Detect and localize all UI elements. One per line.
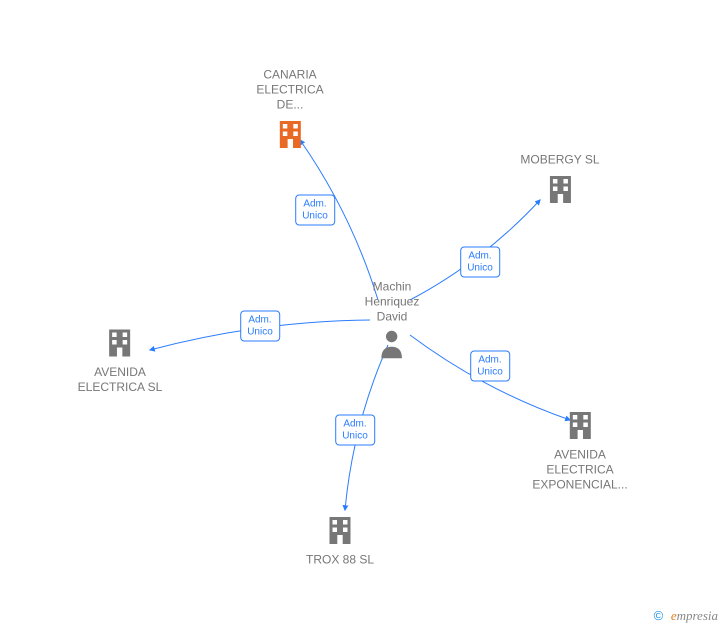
company-node-avenida: AVENIDA ELECTRICA SL	[78, 325, 163, 395]
company-label: CANARIA ELECTRICA DE...	[256, 68, 323, 113]
copyright-symbol: ©	[654, 608, 664, 623]
company-node-canaria: CANARIA ELECTRICA DE...	[256, 68, 323, 153]
brand-name: mpresia	[677, 608, 718, 623]
building-icon	[256, 117, 323, 153]
company-label: AVENIDA ELECTRICA SL	[78, 365, 163, 395]
building-icon	[532, 408, 627, 444]
diagram-canvas: Machin Henriquez David CANARIA ELECTRICA…	[0, 0, 728, 630]
company-label: MOBERGY SL	[520, 153, 599, 168]
footer-credit: © empresia	[654, 608, 718, 624]
edge-label-mobergy: Adm. Unico	[460, 247, 500, 278]
company-label: AVENIDA ELECTRICA EXPONENCIAL...	[532, 448, 627, 493]
edge-label-canaria: Adm. Unico	[295, 195, 335, 226]
edge-label-avenida: Adm. Unico	[240, 311, 280, 342]
person-node: Machin Henriquez David	[365, 280, 420, 361]
building-icon	[306, 513, 374, 549]
person-label: Machin Henriquez David	[365, 280, 420, 325]
edge-label-avenexp: Adm. Unico	[470, 351, 510, 382]
edge-label-trox: Adm. Unico	[335, 415, 375, 446]
company-label: TROX 88 SL	[306, 553, 374, 568]
company-node-trox: TROX 88 SL	[306, 513, 374, 568]
person-icon	[365, 329, 420, 361]
building-icon	[520, 172, 599, 208]
building-icon	[78, 325, 163, 361]
company-node-mobergy: MOBERGY SL	[520, 153, 599, 208]
company-node-avenexp: AVENIDA ELECTRICA EXPONENCIAL...	[532, 408, 627, 493]
